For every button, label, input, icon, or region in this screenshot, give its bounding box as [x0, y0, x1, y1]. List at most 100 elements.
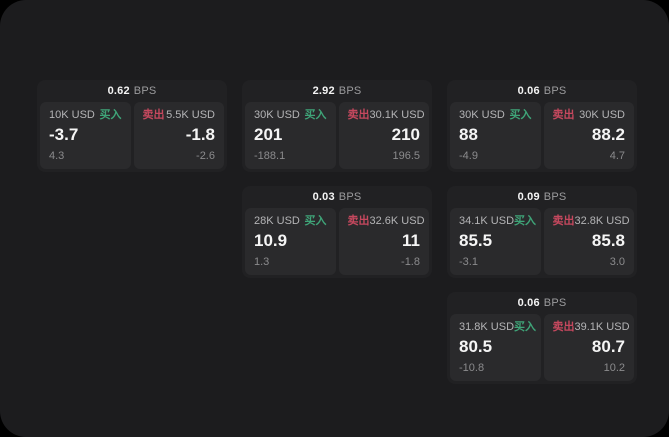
sell-size: 30.1K USD	[369, 109, 425, 121]
sell-size: 32.8K USD	[574, 215, 630, 227]
card-body: 31.8K USD 买入 80.5 -10.8 卖出 39.1K USD 80.…	[450, 314, 634, 381]
buy-panel[interactable]: 28K USD 买入 10.9 1.3	[245, 208, 336, 275]
sell-change: 196.5	[392, 150, 420, 162]
sell-change: 3.0	[609, 256, 625, 268]
buy-tag: 买入	[509, 109, 532, 121]
sell-size: 5.5K USD	[166, 109, 215, 121]
buy-panel[interactable]: 34.1K USD 买入 85.5 -3.1	[450, 208, 541, 275]
sell-panel[interactable]: 卖出 30.1K USD 210 196.5	[338, 102, 429, 169]
sell-change: 4.7	[609, 150, 625, 162]
buy-change: -10.8	[459, 362, 485, 374]
sell-price: 88.2	[591, 125, 625, 144]
sell-change: 10.2	[603, 362, 625, 374]
sell-tag: 卖出	[552, 321, 575, 333]
sell-price: 80.7	[591, 337, 625, 356]
bps-unit-label: BPS	[338, 85, 362, 97]
card-body: 34.1K USD 买入 85.5 -3.1 卖出 32.8K USD 85.8…	[450, 208, 634, 275]
sell-toprow: 卖出 30K USD	[553, 109, 626, 122]
buy-price: 201	[254, 125, 283, 144]
sell-tag: 卖出	[552, 215, 575, 227]
sell-price: 210	[391, 125, 420, 144]
sell-price: 85.8	[591, 231, 625, 250]
bps-value: 2.92	[312, 85, 335, 97]
sell-toprow: 卖出 32.6K USD	[347, 215, 425, 228]
sell-toprow: 卖出 39.1K USD	[552, 321, 630, 334]
card-header: 0.06 BPS	[450, 80, 634, 102]
buy-price: -3.7	[49, 125, 79, 144]
card-header: 0.09 BPS	[450, 186, 634, 208]
buy-size: 10K USD	[49, 109, 95, 121]
sell-change: -1.8	[401, 256, 420, 268]
buy-toprow: 34.1K USD 买入	[459, 215, 536, 228]
buy-change: 1.3	[254, 256, 270, 268]
sell-size: 30K USD	[579, 109, 625, 121]
quote-card[interactable]: 0.62 BPS 10K USD 买入 -3.7 4.3 卖出 5.5K USD	[37, 80, 227, 172]
card-body: 30K USD 买入 201 -188.1 卖出 30.1K USD 210 1…	[245, 102, 429, 169]
buy-toprow: 31.8K USD 买入	[459, 321, 536, 334]
buy-change: 4.3	[49, 150, 65, 162]
sell-panel[interactable]: 卖出 32.6K USD 11 -1.8	[338, 208, 429, 275]
sell-change: -2.6	[196, 150, 215, 162]
bps-value: 0.06	[517, 297, 540, 309]
sell-panel[interactable]: 卖出 32.8K USD 85.8 3.0	[543, 208, 634, 275]
sell-tag: 卖出	[347, 215, 370, 227]
bps-unit-label: BPS	[133, 85, 157, 97]
buy-panel[interactable]: 30K USD 买入 201 -188.1	[245, 102, 336, 169]
quote-card[interactable]: 0.06 BPS 30K USD 买入 88 -4.9 卖出 30K USD	[447, 80, 637, 172]
buy-size: 28K USD	[254, 215, 300, 227]
sell-panel[interactable]: 卖出 39.1K USD 80.7 10.2	[543, 314, 634, 381]
sell-toprow: 卖出 5.5K USD	[143, 109, 216, 122]
quote-grid: 0.62 BPS 10K USD 买入 -3.7 4.3 卖出 5.5K USD	[37, 80, 637, 384]
card-body: 28K USD 买入 10.9 1.3 卖出 32.6K USD 11 -1.8	[245, 208, 429, 275]
buy-tag: 买入	[304, 109, 327, 121]
buy-toprow: 30K USD 买入	[459, 109, 532, 122]
sell-tag: 卖出	[142, 109, 165, 121]
quote-card[interactable]: 2.92 BPS 30K USD 买入 201 -188.1 卖出 30.1K …	[242, 80, 432, 172]
buy-size: 34.1K USD	[459, 215, 515, 227]
buy-tag: 买入	[514, 321, 537, 333]
buy-price: 88	[459, 125, 478, 144]
quote-card[interactable]: 0.09 BPS 34.1K USD 买入 85.5 -3.1 卖出 32.8K…	[447, 186, 637, 278]
buy-panel[interactable]: 30K USD 买入 88 -4.9	[450, 102, 541, 169]
sell-toprow: 卖出 30.1K USD	[347, 109, 425, 122]
buy-change: -4.9	[459, 150, 478, 162]
buy-price: 85.5	[459, 231, 493, 250]
buy-tag: 买入	[99, 109, 122, 121]
buy-tag: 买入	[514, 215, 537, 227]
sell-size: 39.1K USD	[574, 321, 630, 333]
bps-unit-label: BPS	[543, 85, 567, 97]
card-header: 0.03 BPS	[245, 186, 429, 208]
bps-unit-label: BPS	[543, 297, 567, 309]
buy-size: 30K USD	[254, 109, 300, 121]
card-header: 0.06 BPS	[450, 292, 634, 314]
buy-tag: 买入	[304, 215, 327, 227]
bps-value: 0.09	[517, 191, 540, 203]
sell-panel[interactable]: 卖出 5.5K USD -1.8 -2.6	[133, 102, 224, 169]
buy-size: 30K USD	[459, 109, 505, 121]
sell-tag: 卖出	[347, 109, 370, 121]
sell-price: -1.8	[185, 125, 215, 144]
bps-value: 0.06	[517, 85, 540, 97]
card-body: 10K USD 买入 -3.7 4.3 卖出 5.5K USD -1.8 -2.…	[40, 102, 224, 169]
sell-toprow: 卖出 32.8K USD	[552, 215, 630, 228]
sell-price: 11	[402, 231, 420, 250]
buy-toprow: 28K USD 买入	[254, 215, 327, 228]
card-header: 2.92 BPS	[245, 80, 429, 102]
buy-panel[interactable]: 10K USD 买入 -3.7 4.3	[40, 102, 131, 169]
quote-card[interactable]: 0.06 BPS 31.8K USD 买入 80.5 -10.8 卖出 39.1…	[447, 292, 637, 384]
buy-toprow: 30K USD 买入	[254, 109, 327, 122]
buy-panel[interactable]: 31.8K USD 买入 80.5 -10.8	[450, 314, 541, 381]
buy-size: 31.8K USD	[459, 321, 515, 333]
bps-unit-label: BPS	[338, 191, 362, 203]
buy-toprow: 10K USD 买入	[49, 109, 122, 122]
sell-size: 32.6K USD	[369, 215, 425, 227]
buy-price: 80.5	[459, 337, 493, 356]
buy-price: 10.9	[254, 231, 288, 250]
sell-panel[interactable]: 卖出 30K USD 88.2 4.7	[543, 102, 634, 169]
buy-change: -188.1	[254, 150, 286, 162]
buy-change: -3.1	[459, 256, 478, 268]
bps-value: 0.03	[312, 191, 335, 203]
bps-unit-label: BPS	[543, 191, 567, 203]
quote-card[interactable]: 0.03 BPS 28K USD 买入 10.9 1.3 卖出 32.6K US…	[242, 186, 432, 278]
